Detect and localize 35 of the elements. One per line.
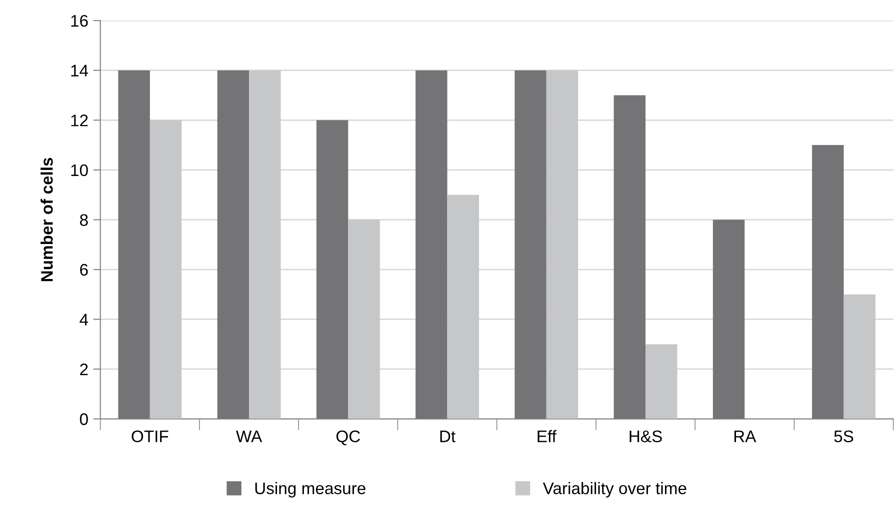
- y-tick-label: 8: [80, 214, 88, 226]
- y-tick-label: 14: [71, 64, 88, 76]
- bar: [614, 95, 646, 419]
- bar: [812, 145, 844, 419]
- y-tick-label: 6: [80, 264, 88, 276]
- y-tick-label: 12: [71, 114, 88, 126]
- x-tick-label: H&S: [630, 430, 662, 442]
- bar: [646, 344, 678, 419]
- y-tick-label: 10: [71, 164, 88, 176]
- y-tick-label: 0: [80, 413, 88, 426]
- x-tick-label: OTIF: [132, 430, 168, 442]
- bar: [514, 70, 546, 419]
- bar: [316, 120, 348, 419]
- bar: [546, 70, 578, 419]
- bar: [348, 220, 380, 419]
- bar: [150, 120, 182, 419]
- bar: [217, 70, 250, 419]
- bar: [249, 70, 281, 419]
- y-tick-label: 16: [71, 14, 88, 27]
- y-tick-label: 2: [80, 364, 88, 376]
- legend-label: Using measure: [255, 482, 366, 498]
- y-tick-label: 4: [80, 314, 88, 326]
- x-tick-label: Dt: [440, 430, 456, 442]
- x-tick-label: RA: [734, 430, 756, 442]
- y-axis-title: Number of cells: [40, 158, 53, 282]
- bar: [447, 194, 479, 419]
- bar: [844, 294, 876, 419]
- x-tick-label: QC: [336, 430, 360, 446]
- bar: [118, 70, 150, 419]
- bar: [416, 70, 448, 419]
- legend-label: Variability over time: [542, 482, 686, 498]
- bar: [712, 220, 745, 419]
- x-tick-label: WA: [236, 430, 262, 442]
- x-tick-label: Eff: [538, 430, 556, 442]
- x-tick-label: 5S: [834, 430, 854, 442]
